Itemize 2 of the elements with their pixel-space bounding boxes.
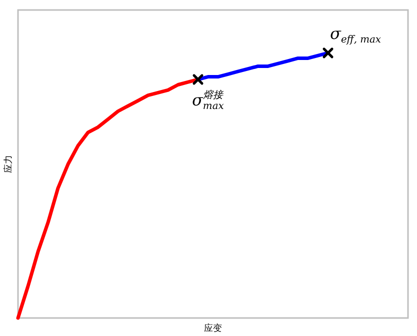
x-axis-title: 应变 [204, 323, 222, 334]
y-axis-title: 应力 [3, 155, 14, 173]
